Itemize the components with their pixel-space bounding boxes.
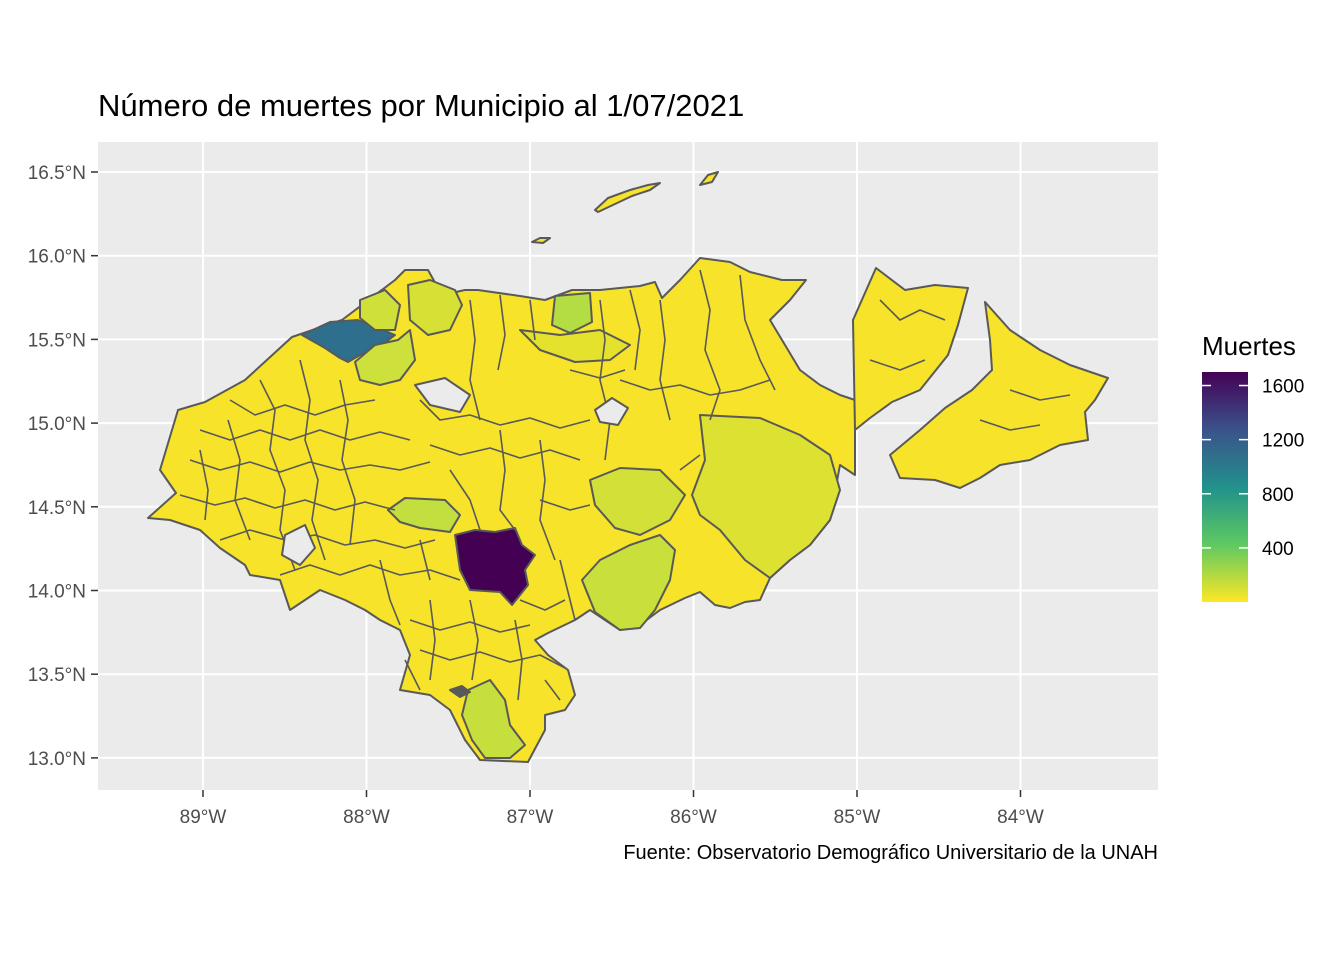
legend-colorbar [1202,372,1248,602]
x-tick-label: 85°W [834,807,881,828]
missing-area-1 [281,524,316,566]
legend-tick-label: 1200 [1262,431,1304,452]
y-tick-label: 16.5°N [28,163,86,184]
x-tick-label: 88°W [343,807,390,828]
honduras-municipalities [147,171,1109,763]
map-caption: Fuente: Observatorio Demográfico Univers… [623,842,1158,864]
municipality-choluteca [461,679,526,759]
mosquitia-coast [889,301,1109,489]
legend-ticks: 1600 1200 800 400 [1202,377,1304,560]
x-tick-label: 87°W [507,807,554,828]
y-tick-label: 15.5°N [28,330,86,351]
missing-area-2 [594,397,629,426]
mosquitia-east [852,267,969,431]
municipality-danli [581,534,676,631]
y-tick-label: 13.5°N [28,665,86,686]
bay-island-utila [531,237,551,244]
municipality-choloma [359,289,401,331]
municipality-juticalpa [589,467,686,536]
municipality-borders [179,269,1071,701]
map-title: Número de muertes por Municipio al 1/07/… [98,88,745,123]
map-axes: 89°W 88°W 87°W 86°W 85°W 84°W 16.5°N 16.0°N 15.5… [28,163,1044,828]
y-tick-label: 14.0°N [28,582,86,603]
y-tick-label: 14.5°N [28,498,86,519]
municipality-comayagua [387,497,461,533]
municipality-puerto-cortes [407,279,463,336]
municipality-distrito-central [454,527,536,606]
y-tick-label: 16.0°N [28,247,86,268]
gulf-of-fonseca-islands [449,685,471,698]
municipality-la-ceiba [551,292,593,334]
legend-title: Muertes [1202,331,1296,361]
legend-tick-label: 400 [1262,539,1294,560]
municipality-la-lima [354,329,416,386]
municipality-catacamas [691,414,841,579]
legend-tick-label: 1600 [1262,377,1304,398]
x-tick-label: 89°W [180,807,227,828]
y-tick-label: 13.0°N [28,749,86,770]
y-tick-label: 15.0°N [28,414,86,435]
legend-tick-label: 800 [1262,485,1294,506]
x-tick-label: 84°W [997,807,1044,828]
legend: 1600 1200 800 400 [1202,372,1304,602]
bay-island-guanaja [699,171,719,186]
bay-island-roatan [594,182,661,213]
x-tick-label: 86°W [670,807,717,828]
lake-yojoa [414,377,471,413]
